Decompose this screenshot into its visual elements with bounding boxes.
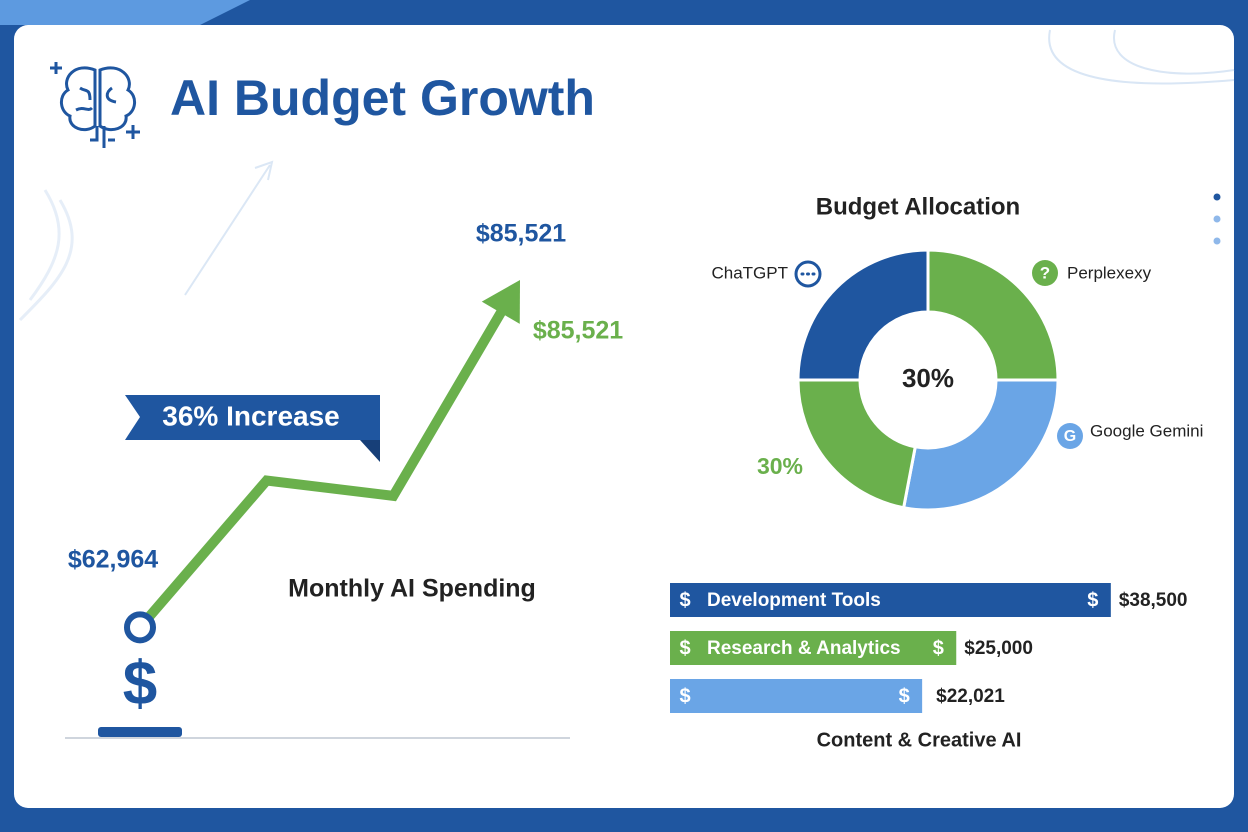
annotation: $85,521 — [533, 317, 623, 345]
page-dot — [1213, 215, 1221, 223]
badge-text: 36% Increase — [162, 400, 339, 431]
bar-icon: $ — [679, 637, 690, 659]
dollar-icon: $ — [123, 649, 157, 718]
badge — [125, 395, 380, 440]
bar-icon: $ — [1087, 589, 1098, 611]
decor-curve — [1048, 29, 1235, 85]
bar — [670, 679, 923, 713]
help-glyph: ? — [1040, 263, 1050, 282]
segment-label: Perplexexy — [1067, 263, 1152, 282]
brain-icon — [50, 62, 140, 148]
bar-label: Development Tools — [707, 590, 881, 611]
annotation: 30% — [757, 453, 803, 479]
value-label: $85,521 — [476, 220, 566, 248]
donut-segment — [796, 378, 918, 510]
donut-segment — [926, 248, 1060, 382]
donut-segment — [796, 248, 930, 382]
decor-curve — [18, 189, 74, 322]
value-label: $38,500 — [1119, 590, 1188, 611]
decor-arrow — [184, 160, 274, 296]
badge-fold — [360, 440, 380, 462]
spending-line — [136, 303, 510, 631]
bar-label: Research & Analytics — [707, 638, 901, 659]
segment-label: Google Gemini — [1090, 421, 1203, 440]
page-dot — [1213, 237, 1221, 245]
corner-accent — [0, 0, 250, 25]
base-stand — [98, 727, 182, 737]
segment-label: ChaTGPT — [711, 263, 788, 282]
bar — [670, 583, 1111, 617]
bar-icon: $ — [933, 637, 944, 659]
bar — [670, 631, 957, 665]
help-icon — [1032, 260, 1058, 286]
start-marker — [124, 611, 156, 644]
donut-segment — [901, 378, 1060, 512]
bar-icon: $ — [679, 685, 690, 707]
bar-icon: $ — [679, 589, 690, 611]
value-label: $22,021 — [936, 686, 1005, 707]
center-label: 30% — [902, 363, 954, 393]
arrow-head — [481, 279, 520, 324]
axis-label: Content & Creative AI — [817, 729, 1022, 751]
bar-icon: $ — [899, 685, 910, 707]
chart-title: Monthly AI Spending — [288, 575, 536, 603]
value-label: $62,964 — [68, 546, 158, 574]
gemini-icon — [1057, 423, 1083, 449]
decor-curve — [1112, 29, 1235, 75]
chart-title: Budget Allocation — [816, 193, 1020, 220]
gemini-glyph: G — [1064, 428, 1076, 445]
page-dot — [1213, 193, 1221, 201]
page-title: AI Budget Growth — [170, 70, 595, 126]
value-label: $25,000 — [964, 638, 1033, 659]
